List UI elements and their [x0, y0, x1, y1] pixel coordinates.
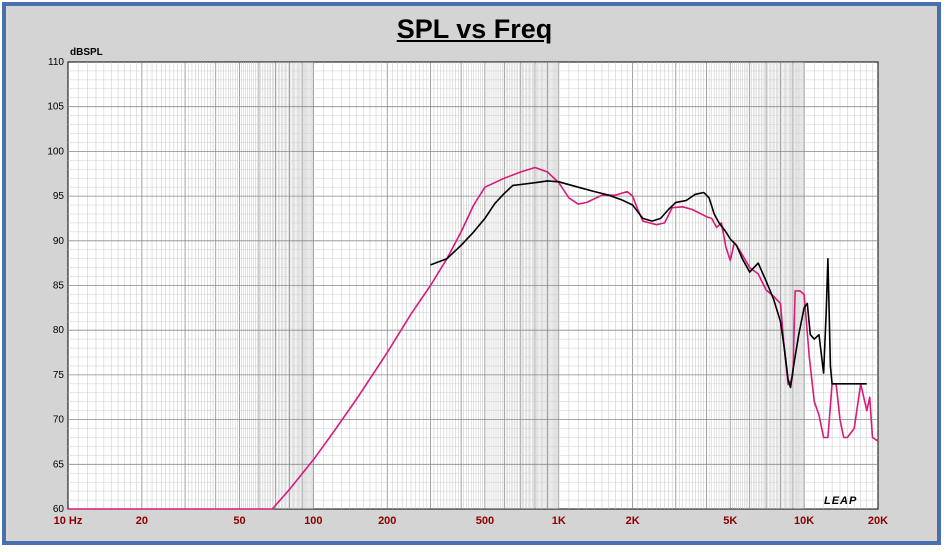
- y-tick-label: 90: [53, 236, 65, 247]
- y-tick-label: 80: [53, 325, 65, 336]
- series-line-2: [430, 180, 867, 389]
- series-group: [68, 166, 879, 510]
- y-tick-label: 100: [47, 146, 64, 157]
- y-tick-label: 65: [53, 459, 65, 470]
- x-tick-label: 20K: [868, 515, 888, 527]
- x-tick-label: 10 Hz: [54, 515, 83, 527]
- y-tick-label: 110: [48, 57, 64, 68]
- x-tick-label: 200: [378, 515, 396, 527]
- y-tick-label: 95: [53, 191, 65, 202]
- leap-logo: LEAP: [824, 495, 857, 507]
- series-line-1: [68, 166, 879, 510]
- x-tick-label: 100: [304, 515, 322, 527]
- x-tick-label: 10K: [794, 515, 814, 527]
- chart-title: SPL vs Freq: [396, 14, 553, 44]
- x-tick-label: 50: [233, 515, 245, 527]
- y-tick-label: 105: [47, 102, 64, 113]
- x-ticks: 10 Hz 20 50 100 200 500 1K 2K 5K 10K 20K: [54, 515, 889, 527]
- x-tick-label: 2K: [626, 515, 640, 527]
- y-tick-label: 75: [53, 370, 65, 381]
- x-tick-label: 5K: [723, 515, 737, 527]
- y-tick-label: 85: [53, 281, 65, 292]
- x-tick-label: 20: [136, 515, 148, 527]
- y-axis-label: dBSPL: [70, 47, 103, 58]
- y-tick-label: 70: [53, 415, 65, 426]
- y-ticks: 110 105 100 95 90 85 80 75 70 65 60: [47, 57, 64, 515]
- x-tick-label: 500: [476, 515, 494, 527]
- y-tick-label: 60: [53, 504, 65, 515]
- grid: [68, 62, 878, 509]
- x-tick-label: 1K: [552, 515, 566, 527]
